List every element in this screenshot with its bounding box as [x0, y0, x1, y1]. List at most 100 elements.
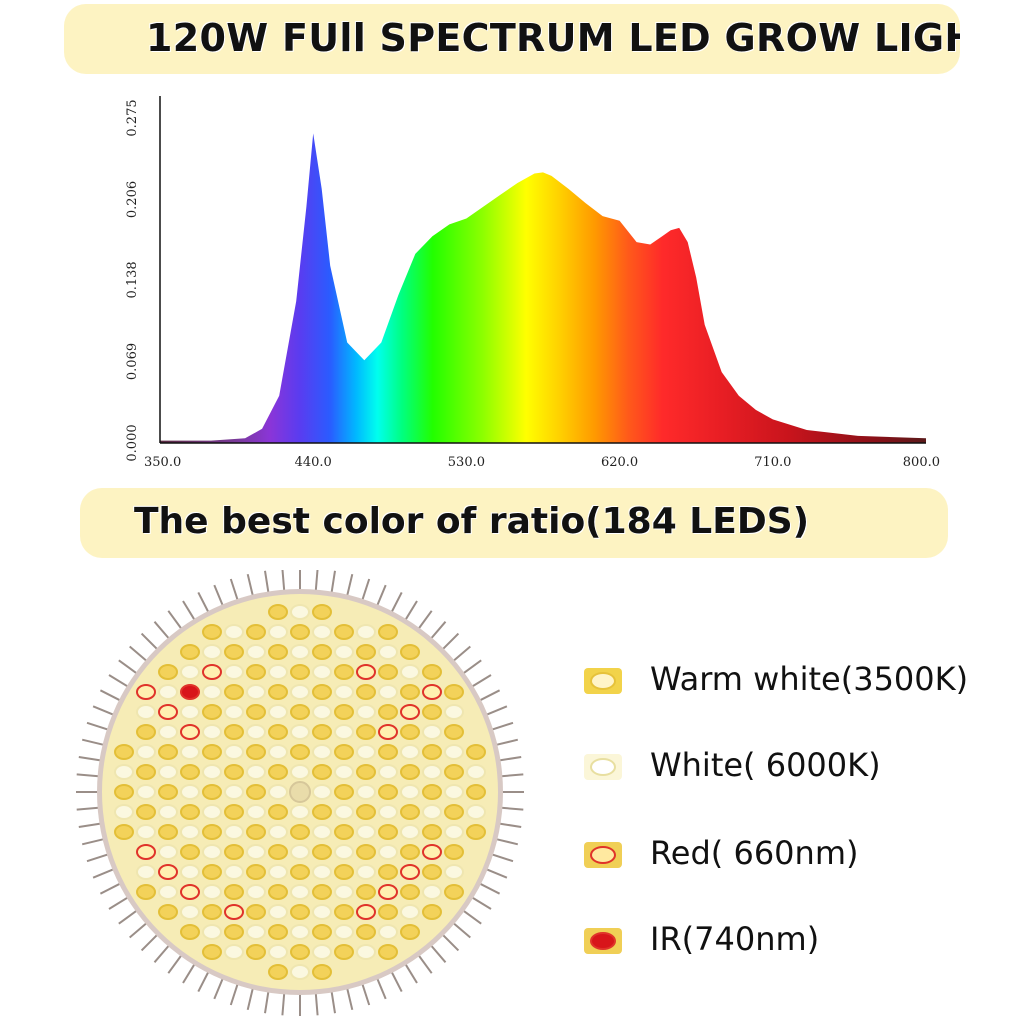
- led-chip: [268, 784, 288, 800]
- led-chip: [202, 644, 222, 660]
- led-chip: [312, 824, 332, 840]
- heatsink-fin: [496, 838, 519, 846]
- heatsink-fin: [129, 645, 148, 662]
- led-chip: [312, 764, 332, 780]
- led-chip: [466, 804, 486, 820]
- led-chip: [400, 884, 420, 900]
- heatsink-fin: [404, 600, 418, 621]
- led-chip: [466, 784, 486, 800]
- led-chip: [202, 724, 222, 740]
- led-chip: [246, 684, 266, 700]
- led-chip: [378, 864, 398, 880]
- led-chip: [356, 824, 376, 840]
- heatsink-fin: [92, 868, 114, 879]
- led-chip: [290, 624, 310, 640]
- led-chip: [422, 844, 442, 860]
- led-chip: [224, 704, 244, 720]
- led-chip: [466, 824, 486, 840]
- led-chip: [422, 784, 442, 800]
- heatsink-fin: [442, 934, 460, 952]
- heatsink-fin: [167, 610, 183, 630]
- led-chip: [268, 944, 288, 960]
- led-chip: [400, 644, 420, 660]
- led-chip: [290, 764, 310, 780]
- led-chip: [180, 684, 200, 700]
- led-chip: [224, 784, 244, 800]
- led-chip: [180, 704, 200, 720]
- heatsink-fin: [153, 621, 170, 640]
- led-chip: [290, 724, 310, 740]
- led-chip: [378, 624, 398, 640]
- heatsink-fin: [86, 721, 109, 731]
- led-chip: [158, 824, 178, 840]
- led-chip: [422, 884, 442, 900]
- white-led-swatch: [584, 754, 622, 780]
- heatsink-fin: [246, 573, 254, 596]
- led-chip: [400, 684, 420, 700]
- led-chip: [114, 784, 134, 800]
- heatsink-fin: [390, 971, 403, 993]
- led-chip: [290, 804, 310, 820]
- led-chip: [246, 724, 266, 740]
- led-chip: [334, 624, 354, 640]
- led-chip: [334, 924, 354, 940]
- subtitle-banner: The best color of ratio(184 LEDS): [80, 488, 948, 558]
- heatsink-fin: [118, 909, 138, 925]
- led-chip: [378, 804, 398, 820]
- led-chip: [158, 704, 178, 720]
- led-chip: [268, 964, 288, 980]
- led-chip: [356, 924, 376, 940]
- led-chip: [202, 704, 222, 720]
- led-chip: [312, 804, 332, 820]
- heatsink-fin: [499, 756, 522, 762]
- led-chip: [356, 684, 376, 700]
- led-chip: [180, 884, 200, 900]
- heatsink-fin: [404, 963, 418, 984]
- led-chip: [158, 904, 178, 920]
- led-chip: [224, 824, 244, 840]
- led-chip: [158, 804, 178, 820]
- led-chip: [356, 624, 376, 640]
- heatsink-fin: [486, 868, 508, 879]
- led-chip: [312, 744, 332, 760]
- heatsink-fin: [182, 600, 196, 621]
- heatsink-fin: [486, 705, 508, 716]
- warm-white-led-swatch: [584, 668, 622, 694]
- led-chip: [136, 684, 156, 700]
- led-chip: [180, 904, 200, 920]
- led-chip: [136, 844, 156, 860]
- led-chip: [180, 804, 200, 820]
- heatsink-fin: [153, 944, 170, 963]
- heatsink-fin: [229, 578, 239, 601]
- led-chip: [422, 724, 442, 740]
- heatsink-fin: [491, 721, 514, 731]
- heatsink-fin: [376, 978, 387, 1000]
- led-chip: [400, 804, 420, 820]
- plot-area: [160, 133, 926, 443]
- heatsink-fin: [361, 578, 371, 601]
- heatsink-fin: [197, 591, 210, 613]
- led-chip: [246, 844, 266, 860]
- led-chip: [136, 824, 156, 840]
- led-chip: [268, 644, 288, 660]
- heatsink-fin: [182, 963, 196, 984]
- heatsink-fin: [314, 570, 319, 591]
- led-chip: [246, 944, 266, 960]
- led-chip: [400, 704, 420, 720]
- led-chip: [444, 704, 464, 720]
- led-chip: [158, 884, 178, 900]
- led-chip: [158, 764, 178, 780]
- heatsink-fin: [430, 621, 447, 640]
- led-chip: [312, 624, 332, 640]
- led-chip: [290, 884, 310, 900]
- led-chip: [422, 904, 442, 920]
- heatsink-fin: [390, 591, 403, 613]
- led-chip: [180, 744, 200, 760]
- led-chip: [378, 724, 398, 740]
- led-chip: [356, 844, 376, 860]
- led-chip: [312, 844, 332, 860]
- heatsink-fin: [264, 991, 270, 1014]
- led-chip: [400, 924, 420, 940]
- led-chip: [356, 744, 376, 760]
- led-chip: [444, 724, 464, 740]
